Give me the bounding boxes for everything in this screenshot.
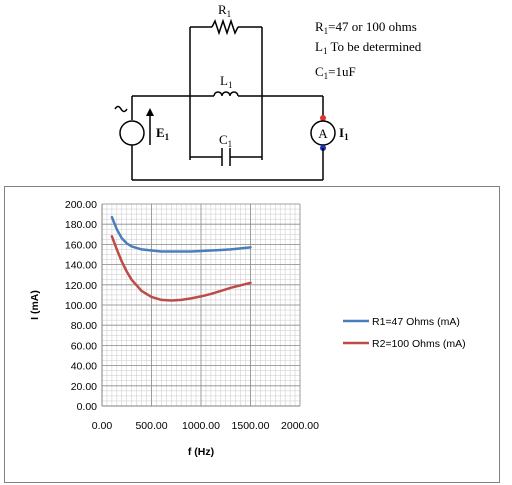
series-line-2 xyxy=(110,235,252,302)
y-tick-label: 80.00 xyxy=(71,320,97,332)
y-tick-label: 40.00 xyxy=(71,361,97,373)
y-tick-label: 160.00 xyxy=(65,239,97,251)
meter-i1-label: I1 xyxy=(339,125,349,142)
inductor-l1-symbol xyxy=(213,91,239,97)
source-e1-label: E1 xyxy=(156,125,170,142)
circuit-diagram: R1 L1 C1 E1 A I1 R1=47 or 100 ohms L1 To… xyxy=(114,2,422,189)
y-tick-label: 20.00 xyxy=(71,381,97,393)
y-tick-label: 120.00 xyxy=(65,280,97,292)
x-tick-label: 2000.00 xyxy=(281,420,319,432)
series-line-1 xyxy=(110,215,252,253)
x-axis-title: f (Hz) xyxy=(188,446,214,458)
capacitor-c1-label: C1 xyxy=(219,132,232,149)
chart-frame: 0.00 20.00 40.00 60.00 80.00 100.00 120.00 140.… xyxy=(4,186,500,483)
y-tick-label: 200.00 xyxy=(65,199,97,211)
x-tick-label: 0.00 xyxy=(92,420,113,432)
y-axis-title: I (mA) xyxy=(29,290,41,320)
note-r1-value: R1=47 or 100 ohms xyxy=(315,19,417,36)
x-tick-label: 500.00 xyxy=(135,420,167,432)
note-l1-value: L1 To be determined xyxy=(315,39,422,56)
voltage-source-symbol xyxy=(119,120,145,146)
y-tick-label: 60.00 xyxy=(71,340,97,352)
y-tick-label: 180.00 xyxy=(65,219,97,231)
legend-label-1: R1=47 Ohms (mA) xyxy=(372,316,460,328)
ammeter-symbol-letter: A xyxy=(318,126,328,141)
voltage-arrowhead-icon xyxy=(146,108,154,116)
x-tick-label: 1000.00 xyxy=(182,420,220,432)
x-tick-label: 1500.00 xyxy=(232,420,270,432)
current-vs-frequency-chart: 0.00 20.00 40.00 60.00 80.00 100.00 120.00 140.… xyxy=(29,199,466,458)
y-tick-label: 140.00 xyxy=(65,260,97,272)
y-tick-label: 100.00 xyxy=(65,300,97,312)
inductor-l1-label: L1 xyxy=(220,73,232,90)
meter-positive-terminal xyxy=(320,115,326,121)
resistor-r1-label: R1 xyxy=(218,2,231,19)
resistor-r1-symbol xyxy=(211,18,239,36)
y-tick-label: 0.00 xyxy=(77,401,98,413)
legend-label-2: R2=100 Ohms (mA) xyxy=(372,338,466,350)
note-c1-value: C1=1uF xyxy=(315,64,356,81)
ac-tilde-icon xyxy=(114,105,128,113)
